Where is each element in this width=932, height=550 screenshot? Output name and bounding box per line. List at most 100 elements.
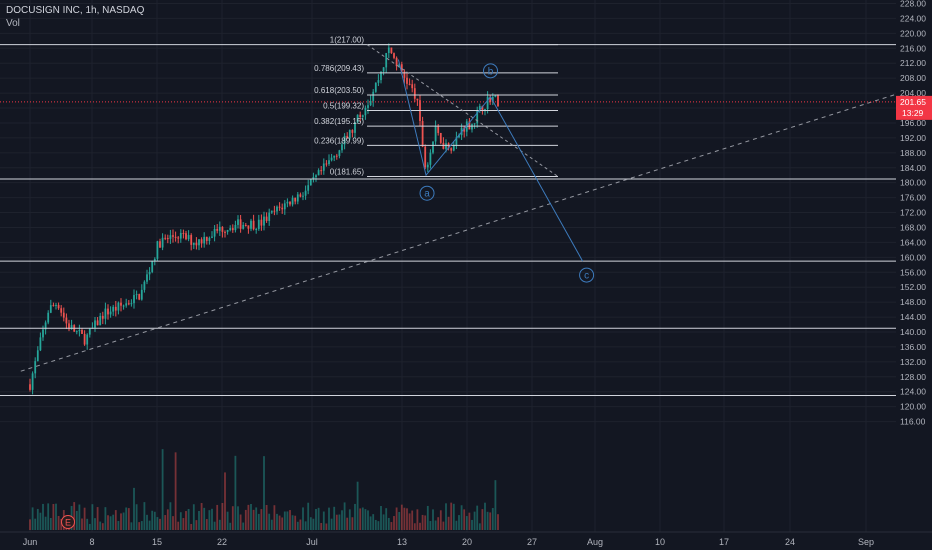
- candle-body: [104, 308, 107, 319]
- volume-bar: [419, 522, 421, 530]
- candle-body: [94, 320, 96, 328]
- candle-body: [450, 148, 453, 151]
- volume-bar: [57, 515, 60, 530]
- volume-bar: [78, 504, 81, 530]
- candle-body: [403, 71, 406, 78]
- time-axis[interactable]: Jun 8 15 22 Jul 13 20 27 Aug 10 17 24 Sep: [0, 531, 932, 550]
- volume-bar: [164, 515, 167, 530]
- fib-level-label: 0.382(195.15): [314, 117, 364, 126]
- time-axis-bg: [0, 532, 932, 550]
- volume-bar: [156, 517, 159, 530]
- wave-path[interactable]: [397, 59, 584, 262]
- volume-bar: [359, 508, 362, 530]
- volume-bar: [403, 507, 406, 530]
- time-tick-label: Jul: [306, 537, 318, 547]
- volume-bar: [174, 452, 177, 530]
- volume-bar: [286, 511, 289, 530]
- volume-bar: [494, 480, 497, 530]
- time-tick-label: Jun: [23, 537, 38, 547]
- volume-bar: [135, 504, 138, 530]
- volume-bar: [177, 521, 180, 530]
- earnings-marker[interactable]: [61, 515, 75, 529]
- volume-bar: [83, 507, 86, 530]
- volume-bar: [36, 508, 39, 530]
- candle-body: [130, 303, 133, 305]
- volume-bar: [55, 503, 57, 530]
- candle-body: [257, 219, 260, 229]
- candle-body: [52, 305, 55, 307]
- volume-bar: [94, 518, 96, 530]
- volume-bar: [426, 505, 429, 530]
- candle-body: [491, 97, 494, 103]
- volume-bar: [361, 507, 364, 530]
- candle-body: [213, 228, 216, 237]
- candle-body: [47, 312, 50, 323]
- dashed-trendline[interactable]: [20, 93, 897, 372]
- candle-body: [369, 100, 372, 106]
- fib-level-label: 0.618(203.50): [314, 86, 364, 95]
- volume-bar: [237, 506, 239, 530]
- volume-bar: [86, 518, 89, 530]
- volume-bar: [278, 515, 281, 530]
- volume-bar: [216, 504, 219, 530]
- candle-body: [198, 239, 200, 246]
- wave-b-label: b: [488, 66, 494, 77]
- candle-body: [304, 190, 307, 196]
- time-tick-label: Aug: [587, 537, 603, 547]
- candle-body: [354, 122, 356, 133]
- price-tick-label: 160.00: [900, 252, 926, 262]
- candle-body: [408, 83, 411, 85]
- volume-bar: [416, 509, 419, 530]
- volume-bar: [304, 521, 307, 530]
- time-tick-label: 22: [217, 537, 227, 547]
- candle-body: [421, 121, 424, 147]
- volume-bar: [221, 502, 224, 530]
- candle-body: [494, 95, 497, 98]
- candle-body: [75, 331, 78, 333]
- price-tick-label: 164.00: [900, 237, 926, 247]
- candle-body: [39, 337, 42, 351]
- volume-bar: [138, 522, 141, 530]
- candle-body: [294, 197, 297, 202]
- volume-bar: [239, 514, 242, 530]
- price-tick-label: 208.00: [900, 73, 926, 83]
- price-tick-label: 136.00: [900, 342, 926, 352]
- volume-bar: [463, 509, 466, 530]
- volume-bar: [325, 523, 328, 530]
- volume-bar: [73, 502, 76, 530]
- candle-body: [426, 164, 429, 168]
- volume-bar: [140, 521, 143, 530]
- current-price-badge: [896, 95, 932, 120]
- fib-retracement: 1(217.00) 0.786(209.43) 0.618(203.50) 0.5(1…: [314, 36, 559, 178]
- candle-body: [328, 160, 330, 165]
- horizontal-levels: [0, 44, 897, 396]
- candle-body: [255, 228, 258, 230]
- volume-bar: [231, 506, 234, 530]
- chart-grid: [0, 0, 896, 532]
- volume-bar: [395, 507, 398, 530]
- candle-body: [367, 105, 369, 108]
- volume-bar: [478, 523, 481, 530]
- candle-body: [135, 294, 138, 296]
- candle-body: [276, 206, 278, 212]
- volume-bar: [81, 518, 83, 530]
- candle-body: [302, 195, 304, 197]
- volume-bar: [330, 518, 333, 530]
- price-axis[interactable]: 228.00 224.00 220.00 216.00 212.00 208.00 204.…: [896, 0, 932, 532]
- volume-bar: [224, 472, 226, 530]
- candle-body: [42, 329, 44, 338]
- candle-body: [395, 57, 398, 67]
- price-tick-label: 212.00: [900, 58, 926, 68]
- volume-bar: [465, 516, 468, 530]
- price-tick-label: 128.00: [900, 372, 926, 382]
- candle-body: [133, 295, 135, 304]
- volume-bar: [276, 513, 278, 530]
- volume-bar: [299, 519, 302, 530]
- volume-bar: [109, 516, 112, 530]
- volume-bar: [333, 506, 336, 530]
- volume-bar: [468, 512, 471, 530]
- candle-body: [174, 236, 177, 238]
- time-tick-label: 13: [397, 537, 407, 547]
- volume-bar: [96, 507, 99, 530]
